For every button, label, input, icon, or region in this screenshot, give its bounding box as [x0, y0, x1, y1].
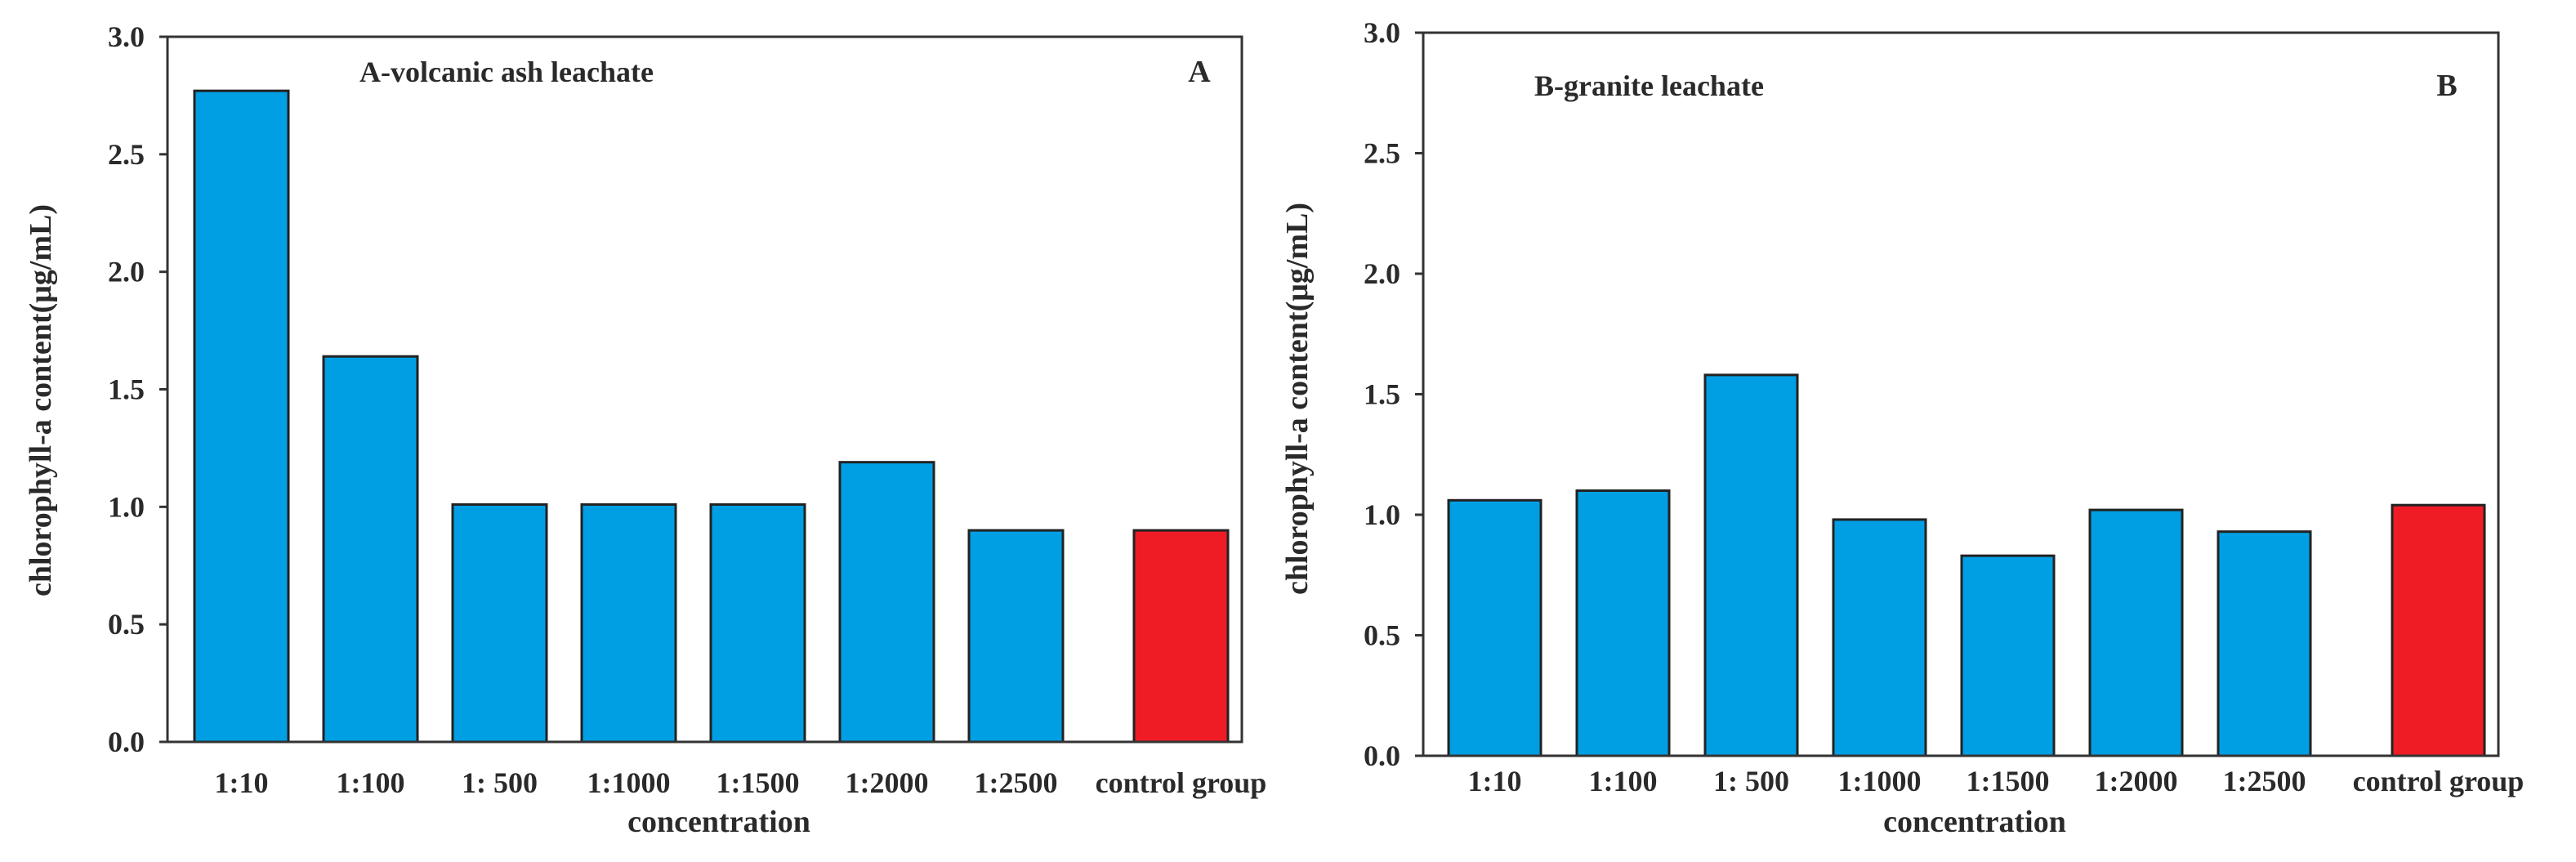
- chart-a: 1:10 1:100 1: 500 1:1000 1:1500 1:2000 1:2500 c…: [24, 20, 1266, 839]
- x-tick-label: 1:1000: [587, 766, 671, 799]
- bar-1: [1447, 498, 1542, 757]
- x-tick-label: 1:1500: [1967, 765, 2050, 797]
- x-tick-label: 1:2000: [2095, 765, 2178, 797]
- y-tick-label: 3.0: [108, 20, 145, 53]
- y-tick-label: 1.0: [1364, 498, 1400, 531]
- bar-8: [1132, 529, 1230, 744]
- y-tick-label: 2.0: [1364, 257, 1400, 290]
- y-axis-label: chlorophyll-a content(μg/mL): [24, 204, 58, 596]
- bar-1: [193, 89, 290, 744]
- bar-6: [838, 461, 935, 744]
- bar-3: [1703, 373, 1799, 757]
- y-tick-label: 0.5: [1364, 619, 1400, 652]
- y-tick-label: 0.0: [1364, 739, 1400, 772]
- x-tick-label: 1:1500: [717, 766, 800, 799]
- x-tick-label: 1:10: [1468, 765, 1522, 797]
- x-tick-label: 1:2500: [2223, 765, 2306, 797]
- bar-7: [967, 529, 1065, 744]
- chart-title: B-granite leachate: [1534, 69, 1764, 102]
- chart-title: A-volcanic ash leachate: [359, 56, 654, 88]
- bar-2: [322, 355, 419, 744]
- bar-2: [1575, 489, 1671, 757]
- x-tick-label: control group: [2353, 765, 2525, 797]
- x-tick-label: 1: 500: [462, 766, 538, 799]
- panel-letter: B: [2436, 69, 2457, 103]
- bar-5: [709, 502, 806, 744]
- x-tick-label: 1:100: [1589, 765, 1658, 797]
- bar-7: [2217, 530, 2312, 757]
- bar-4: [1832, 518, 1927, 757]
- x-tick-label: 1:100: [337, 766, 405, 799]
- y-tick-label: 2.5: [108, 138, 145, 171]
- bar-4: [580, 502, 677, 744]
- y-tick-label: 1.5: [1364, 378, 1400, 411]
- x-axis-label: concentration: [627, 805, 810, 839]
- x-tick-label: 1:2000: [846, 766, 929, 799]
- y-tick-label: 0.0: [108, 726, 145, 758]
- x-tick-label: 1:1000: [1838, 765, 1922, 797]
- chart-b: 1:10 1:100 1: 500 1:1000 1:1500 1:2000 1:2500 c…: [1280, 16, 2524, 839]
- y-tick-label: 2.5: [1364, 137, 1400, 170]
- x-axis-label: concentration: [1883, 805, 2066, 839]
- bar-3: [451, 502, 548, 744]
- x-tick-label: 1:10: [215, 766, 269, 799]
- y-tick-label: 0.5: [108, 608, 145, 641]
- bar-8: [2391, 503, 2486, 757]
- x-tick-label: control group: [1096, 766, 1267, 799]
- bar-6: [2088, 508, 2184, 757]
- y-tick-label: 1.5: [108, 373, 145, 406]
- panel-letter: A: [1188, 55, 1211, 89]
- y-tick-label: 1.0: [108, 490, 145, 523]
- x-tick-label: 1:2500: [975, 766, 1058, 799]
- y-axis-label: chlorophyll-a content(μg/mL): [1280, 203, 1315, 595]
- y-tick-label: 2.0: [108, 256, 145, 288]
- bar-5: [1960, 554, 2056, 757]
- y-tick-label: 3.0: [1364, 16, 1400, 49]
- x-tick-label: 1: 500: [1713, 765, 1789, 797]
